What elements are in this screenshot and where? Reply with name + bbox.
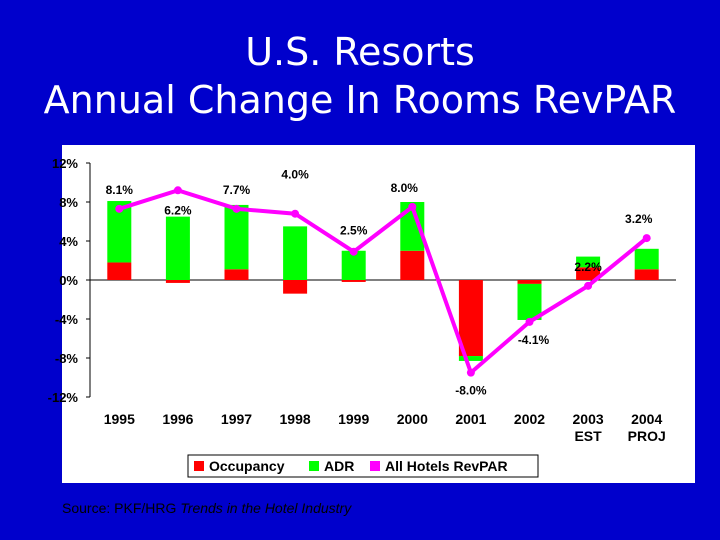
y-tick-label: -12% [48,390,79,405]
adr-bar [283,226,308,280]
x-tick-label: 2001 [455,411,486,427]
revpar-point [525,317,534,326]
y-tick-label: 0% [59,273,78,288]
revpar-point [349,247,358,256]
occupancy-bar [107,262,132,280]
occupancy-bar [165,280,190,283]
data-label: 6.2% [164,203,192,217]
occupancy-bar [400,250,425,280]
legend-swatch [194,461,204,471]
plot-area [62,145,695,483]
data-label: 2.5% [340,224,368,238]
adr-bar [634,248,659,270]
slide-title-line2: Annual Change In Rooms RevPAR [43,78,677,122]
data-label: 4.0% [281,168,309,182]
data-label: 3.2% [625,212,653,226]
data-label: 2.2% [574,260,602,274]
data-label: 8.0% [391,181,419,195]
occupancy-bar [634,269,659,280]
x-tick-label: 2000 [397,411,428,427]
revpar-point [408,202,417,211]
adr-bar [576,256,601,268]
x-tick-label: 1999 [338,411,369,427]
x-tick-label: EST [574,428,602,444]
x-tick-label: 1995 [104,411,135,427]
legend-box [187,454,539,478]
adr-bar [517,283,542,320]
y-tick-label: 8% [59,195,78,210]
x-tick-label: 2004 [631,411,662,427]
occupancy-bar [224,269,249,280]
revpar-line [118,188,648,377]
data-label: 7.7% [223,183,251,197]
revpar-point [642,234,651,243]
revpar-point [115,204,124,213]
revpar-point [291,209,300,218]
y-tick-label: 4% [59,234,78,249]
x-tick-label: 1997 [221,411,252,427]
data-label: 8.1% [106,183,134,197]
occupancy-bar [283,280,308,294]
x-tick-label: 2002 [514,411,545,427]
y-tick-label: 12% [52,156,78,171]
occupancy-bar [341,280,366,282]
adr-bar [458,356,483,361]
data-label: -4.1% [518,333,550,347]
legend-label: Occupancy [209,458,285,474]
occupancy-bar [517,280,542,284]
slide-title-line1: U.S. Resorts [245,30,475,74]
y-tick-label: -4% [55,312,79,327]
y-tick-label: -8% [55,351,79,366]
legend-label: All Hotels RevPAR [385,458,508,474]
x-tick-label: 1996 [162,411,193,427]
source-publication: Trends in the Hotel Industry [180,500,352,516]
occupancy-bar [576,267,601,280]
source-note: Source: PKF/HRG Trends in the Hotel Indu… [62,500,351,516]
x-tick-label: 2003 [573,411,604,427]
occupancy-bar [458,280,483,357]
data-label: -8.0% [455,384,487,398]
x-tick-label: 1998 [280,411,311,427]
revpar-point [466,368,475,377]
legend-label: ADR [324,458,354,474]
adr-bar [165,216,190,280]
revpar-point [232,204,241,213]
x-tick-label: PROJ [628,428,666,444]
legend-swatch [370,461,380,471]
adr-bar [224,204,249,270]
legend-swatch [309,461,319,471]
revpar-point [173,186,182,195]
revpar-point [584,281,593,290]
source-prefix: Source: PKF/HRG [62,500,181,516]
